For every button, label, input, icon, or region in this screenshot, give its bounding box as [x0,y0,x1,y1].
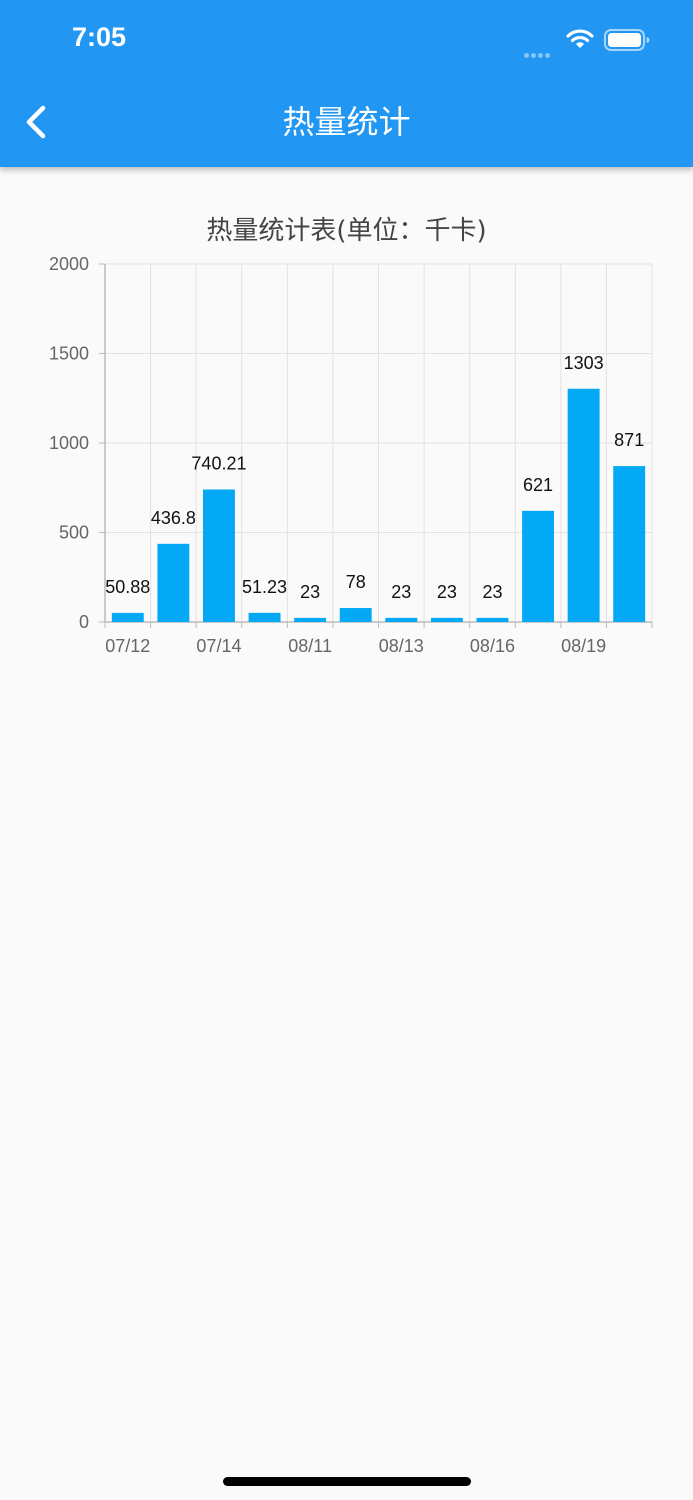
bar-value-label: 23 [391,582,411,602]
bar [339,608,372,622]
bar [476,617,509,622]
chart-title: 热量统计表(单位：千卡) [206,216,487,246]
chevron-left-icon [26,105,46,139]
bar-value-label: 436.8 [151,508,196,528]
bar [203,489,235,622]
bar [613,466,646,622]
y-tick-label: 2000 [49,254,89,274]
bar-value-label: 740.21 [191,454,246,474]
bar-value-label: 871 [614,430,644,450]
bar-value-label: 50.88 [105,577,150,597]
bar [567,388,600,622]
calorie-chart: 热量统计表(单位：千卡) 0 500 1000 1500 2000 50.88 436.8 7… [0,190,693,670]
bar [248,612,281,622]
bar [157,543,190,622]
y-tick-label: 0 [79,612,89,632]
bar-chart: 0 500 1000 1500 2000 50.88 436.8 740.21 51.23 23 7… [49,254,653,656]
bar-value-label: 51.23 [242,577,287,597]
bar-value-label: 23 [300,582,320,602]
x-tick-label: 08/13 [379,636,424,656]
x-tick-label: 07/12 [105,636,150,656]
bar-value-label: 23 [482,582,502,602]
bar-value-label: 1303 [564,353,604,373]
y-tick-label: 500 [59,523,89,543]
wifi-icon [566,29,594,48]
cellular-signal-icon [524,43,556,58]
bar [111,612,144,622]
bar [522,510,554,622]
battery-icon [604,29,650,51]
bar [385,617,418,622]
y-tick-label: 1000 [49,433,89,453]
x-tick-label: 08/16 [470,636,515,656]
bar-value-label: 78 [346,572,366,592]
y-tick-label: 1500 [49,344,89,364]
app-bar: 7:05 热量统计 [0,0,693,167]
page-title: 热量统计 [282,103,411,141]
x-tick-label: 08/19 [561,636,606,656]
home-indicator [223,1477,471,1486]
bar [294,617,327,622]
bar-value-label: 621 [523,475,553,495]
x-tick-label: 07/14 [196,636,241,656]
status-time: 7:05 [72,22,127,52]
x-tick-label: 08/11 [288,636,332,656]
back-button[interactable] [14,100,58,144]
bar-value-label: 23 [437,582,457,602]
bar [430,617,463,622]
